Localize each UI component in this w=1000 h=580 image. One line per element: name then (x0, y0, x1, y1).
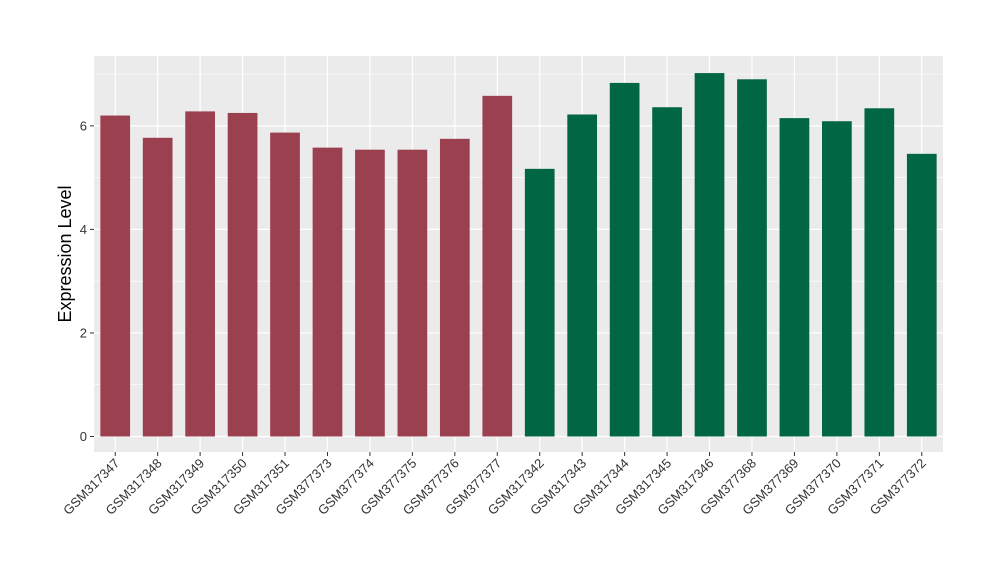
bar-gsm317346 (694, 73, 725, 437)
y-tick-label: 4 (80, 222, 87, 237)
bar-gsm317345 (652, 107, 682, 437)
bars (100, 73, 937, 437)
bar-gsm317351 (270, 132, 300, 437)
y-tick-label: 0 (80, 429, 87, 444)
y-tick-label: 6 (80, 118, 87, 133)
x-axis: GSM317347GSM317348GSM317349GSM317350GSM3… (60, 452, 929, 518)
bar-gsm317350 (227, 112, 258, 437)
bar-gsm317347 (100, 115, 131, 437)
bar-gsm377376 (439, 138, 470, 437)
bar-gsm317349 (185, 111, 215, 437)
y-axis-title: Expression Level (55, 185, 75, 322)
y-tick-label: 2 (80, 325, 87, 340)
bar-gsm317348 (142, 137, 173, 437)
bar-gsm377371 (864, 108, 895, 437)
bar-gsm317342 (524, 168, 555, 437)
bar-gsm377375 (397, 149, 428, 437)
bar-gsm377368 (737, 79, 767, 437)
y-axis: 0 2 4 6 (80, 118, 94, 444)
bar-gsm377369 (779, 118, 810, 437)
bar-gsm377372 (906, 153, 937, 437)
bar-gsm377377 (482, 95, 513, 437)
bar-gsm317344 (609, 82, 640, 437)
bar-gsm377370 (822, 121, 852, 437)
bar-gsm377374 (355, 149, 385, 437)
plot-panel (94, 56, 943, 452)
bar-gsm377373 (312, 147, 343, 437)
bar-gsm317343 (567, 114, 598, 437)
